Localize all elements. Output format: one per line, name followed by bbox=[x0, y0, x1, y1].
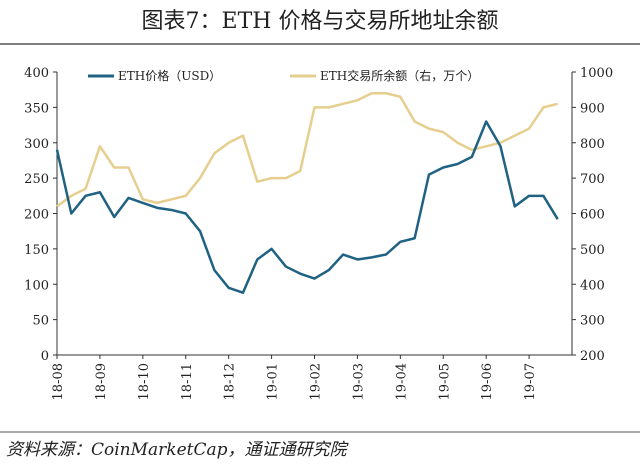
x-tick-label: 19-06 bbox=[480, 363, 495, 400]
x-tick-label: 18-09 bbox=[94, 363, 109, 400]
y2-tick-label: 400 bbox=[580, 278, 605, 293]
y2-tick-label: 200 bbox=[580, 349, 605, 364]
x-tick-label: 18-08 bbox=[51, 363, 66, 400]
x-tick-label: 18-12 bbox=[223, 363, 238, 400]
y-tick-label: 300 bbox=[24, 137, 49, 152]
series-line bbox=[55, 120, 559, 294]
y2-tick-label: 700 bbox=[580, 172, 605, 187]
y-tick-label: 0 bbox=[41, 349, 49, 364]
series-line bbox=[56, 91, 558, 208]
y-tick-label: 200 bbox=[24, 208, 49, 223]
x-tick-label: 19-05 bbox=[437, 363, 452, 400]
x-tick-label: 19-02 bbox=[309, 363, 324, 400]
y-tick-label: 250 bbox=[24, 172, 49, 187]
y2-tick-label: 800 bbox=[580, 137, 605, 152]
source: 资料来源：CoinMarketCap，通证通研究院 bbox=[6, 440, 350, 460]
legend-label: ETH价格（USD） bbox=[118, 68, 221, 83]
y2-tick-label: 1000 bbox=[580, 66, 613, 81]
x-tick-label: 19-03 bbox=[351, 363, 366, 400]
x-tick-label: 19-07 bbox=[523, 363, 538, 400]
y2-tick-label: 900 bbox=[580, 101, 605, 116]
x-tick-label: 18-10 bbox=[137, 363, 152, 400]
y2-tick-label: 300 bbox=[580, 314, 605, 329]
chart-title: 图表7：ETH 价格与交易所地址余额 bbox=[142, 9, 499, 34]
x-tick-label: 18-11 bbox=[180, 363, 195, 400]
y-tick-label: 350 bbox=[24, 101, 49, 116]
y-tick-label: 100 bbox=[24, 278, 49, 293]
y-tick-label: 150 bbox=[24, 243, 49, 258]
y-tick-label: 50 bbox=[32, 314, 49, 329]
legend-label: ETH交易所余额（右，万个） bbox=[320, 68, 479, 83]
y-tick-label: 400 bbox=[24, 66, 49, 81]
y2-tick-label: 500 bbox=[580, 243, 605, 258]
x-tick-label: 19-01 bbox=[266, 363, 281, 400]
y2-tick-label: 600 bbox=[580, 208, 605, 223]
x-tick-label: 19-04 bbox=[394, 363, 409, 400]
